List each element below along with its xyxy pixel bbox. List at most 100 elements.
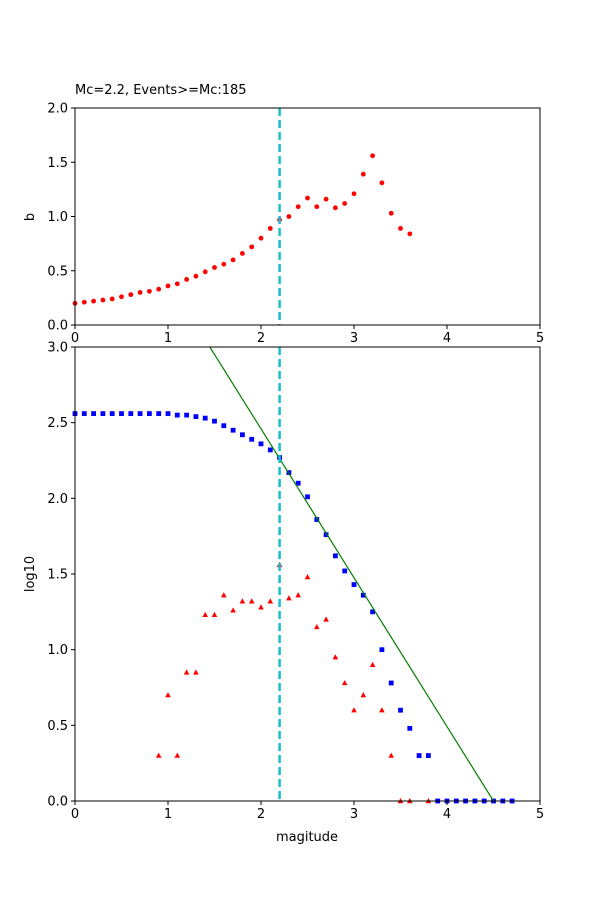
top-y-tick-label-1: 0.5 [47, 264, 68, 279]
bottom-series-0-point-8 [147, 411, 152, 416]
bottom-y-tick-label-3: 1.5 [47, 568, 68, 583]
bottom-series-1-point-7 [221, 592, 227, 598]
fit-line [209, 347, 495, 801]
top-series-0-point-13 [193, 273, 199, 279]
top-series-0-point-5 [119, 294, 124, 300]
top-series-0-point-7 [137, 290, 143, 295]
bottom-y-tick-label-2: 1.0 [47, 643, 68, 658]
bottom-series-0-point-20 [258, 441, 264, 447]
top-series-0-point-29 [342, 201, 348, 206]
bottom-series-1-point-6 [211, 611, 218, 618]
top-series-0-point-11 [174, 281, 180, 287]
bottom-series-0-point-36 [407, 725, 413, 731]
bottom-series-0-point-9 [156, 411, 162, 416]
top-series-0-point-23 [286, 214, 292, 219]
top-series-0-point-32 [370, 153, 375, 159]
bottom-series-1-point-18 [323, 616, 329, 622]
top-y-tick-label-0: 0.0 [47, 319, 68, 334]
bottom-series-0-point-5 [119, 411, 124, 416]
bottom-x-tick-label-1: 1 [164, 807, 172, 822]
top-series-0-point-34 [388, 210, 394, 216]
bottom-series-1-point-9 [239, 598, 246, 604]
top-x-tick-label-1: 1 [164, 331, 172, 346]
bottom-series-1-point-19 [332, 654, 339, 660]
bottom-series-0-point-6 [128, 411, 134, 416]
bottom-series-1-point-2 [174, 752, 181, 758]
bottom-series-0-point-18 [240, 432, 245, 438]
top-plot-axes: 0 1 2 3 4 5 0.0 0.5 1.0 1.5 2.0 [47, 102, 544, 347]
top-series-0-point-27 [323, 196, 329, 202]
bottom-x-tick-label-5: 5 [536, 807, 544, 822]
top-x-tick-label-4: 4 [443, 331, 451, 346]
top-series-0-point-2 [91, 298, 96, 304]
bottom-y-tick-label-5: 2.5 [47, 416, 68, 431]
bottom-series-0-point-32 [370, 609, 375, 615]
bottom-series-0-point-33 [379, 647, 385, 653]
bottom-x-tick-label-3: 3 [350, 807, 358, 822]
top-plot-title: Mc=2.2, Events>=Mc:185 [75, 83, 247, 98]
bottom-series-1-point-1 [165, 692, 171, 698]
bottom-series-0-point-4 [109, 411, 115, 416]
bottom-series-1-point-24 [379, 707, 385, 713]
top-series-0-point-21 [267, 226, 273, 231]
top-series-0-point-25 [305, 195, 310, 201]
bottom-plot-axes: 0 1 2 3 4 5 0.0 0.5 1.0 1.5 2.0 2.5 3.0 [47, 341, 544, 823]
bottom-series-0-point-38 [426, 753, 431, 758]
bottom-series-0-point-10 [165, 411, 171, 416]
top-x-tick-label-5: 5 [536, 331, 544, 346]
top-series-0-point-6 [128, 292, 134, 298]
bottom-series-0-point-11 [174, 412, 180, 418]
bottom-series-1-point-11 [258, 604, 264, 610]
bottom-series-0-point-13 [193, 414, 199, 420]
bottom-series-1-point-5 [202, 611, 208, 618]
bottom-series-0-point-17 [230, 427, 236, 433]
top-y-tick-label-4: 2.0 [47, 102, 68, 117]
bottom-series-1-point-21 [351, 707, 357, 713]
bottom-series-0-point-16 [221, 423, 227, 429]
bottom-series-1-point-12 [267, 598, 274, 604]
bottom-series-0-point-14 [202, 415, 208, 421]
bottom-series-1-point-15 [295, 592, 301, 598]
top-series-0-point-31 [360, 171, 366, 177]
top-series-0-point-15 [212, 265, 217, 270]
bottom-series-1-point-14 [286, 595, 292, 601]
bottom-series-1-point-10 [248, 598, 255, 604]
bottom-series-0-point-30 [351, 582, 357, 587]
bottom-series-0-point-19 [249, 436, 255, 442]
bottom-series-0-point-25 [305, 494, 310, 500]
bottom-series-0-point-7 [137, 411, 143, 416]
top-series-0-point-26 [314, 204, 320, 210]
top-series-0-point-35 [398, 226, 403, 231]
top-series-0-point-14 [202, 269, 208, 275]
bottom-series-0-point-28 [333, 553, 338, 559]
top-y-tick-label-2: 1.0 [47, 210, 68, 225]
bottom-series-1-point-3 [183, 669, 190, 675]
bottom-series-0-point-31 [360, 592, 366, 598]
bottom-series-1-point-16 [304, 574, 311, 580]
b-value-plot: 0 1 2 3 4 5 0.0 0.5 1.0 1.5 2.0 b [23, 102, 544, 347]
bottom-x-tick-label-4: 4 [443, 807, 451, 822]
bottom-series-0-point-1 [81, 411, 87, 416]
bottom-series-0-point-27 [323, 532, 329, 538]
bottom-series-0-point-12 [184, 412, 189, 418]
top-y-axis-label: b [23, 213, 38, 221]
top-series-0-point-24 [295, 204, 301, 210]
bottom-y-tick-label-4: 2.0 [47, 492, 68, 507]
bottom-y-tick-label-6: 3.0 [47, 341, 68, 356]
bottom-series-0-point-2 [91, 411, 96, 416]
bottom-series-0-point-35 [398, 707, 403, 713]
top-x-tick-label-0: 0 [71, 331, 79, 346]
top-series-0-point-28 [333, 205, 338, 211]
bottom-x-tick-label-0: 0 [71, 807, 79, 822]
top-x-tick-label-2: 2 [257, 331, 265, 346]
bottom-x-tick-label-2: 2 [257, 807, 265, 822]
bottom-series-1-point-23 [369, 661, 376, 667]
bottom-series-0-point-24 [295, 480, 301, 486]
bottom-series-0-point-21 [267, 447, 273, 453]
bottom-series-0-point-26 [314, 517, 320, 522]
bottom-series-0-point-37 [416, 753, 422, 758]
top-series-0-point-9 [156, 286, 162, 292]
bottom-series-1-point-4 [193, 669, 199, 675]
bottom-y-tick-label-0: 0.0 [47, 795, 68, 810]
